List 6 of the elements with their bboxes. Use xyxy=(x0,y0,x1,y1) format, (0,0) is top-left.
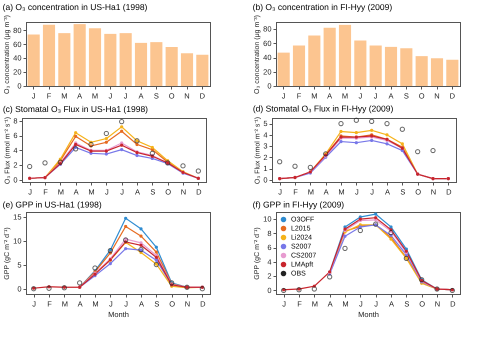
chart-title: (d) Stomatal O₃ Flux in FI-Hyy (2009) xyxy=(252,104,394,114)
chart-title: (f) GPP in FI-Hyy (2009) xyxy=(252,200,344,210)
chart-title: (e) GPP in US-Ha1 (1998) xyxy=(2,200,102,210)
chart-title: (a) O₃ concentration in US-Ha1 (1998) xyxy=(2,2,148,12)
chart-title: (c) Stomatal O₃ Flux in US-Ha1 (1998) xyxy=(2,104,148,114)
chart-title: (b) O₃ concentration in FI-Hyy (2009) xyxy=(252,2,392,12)
